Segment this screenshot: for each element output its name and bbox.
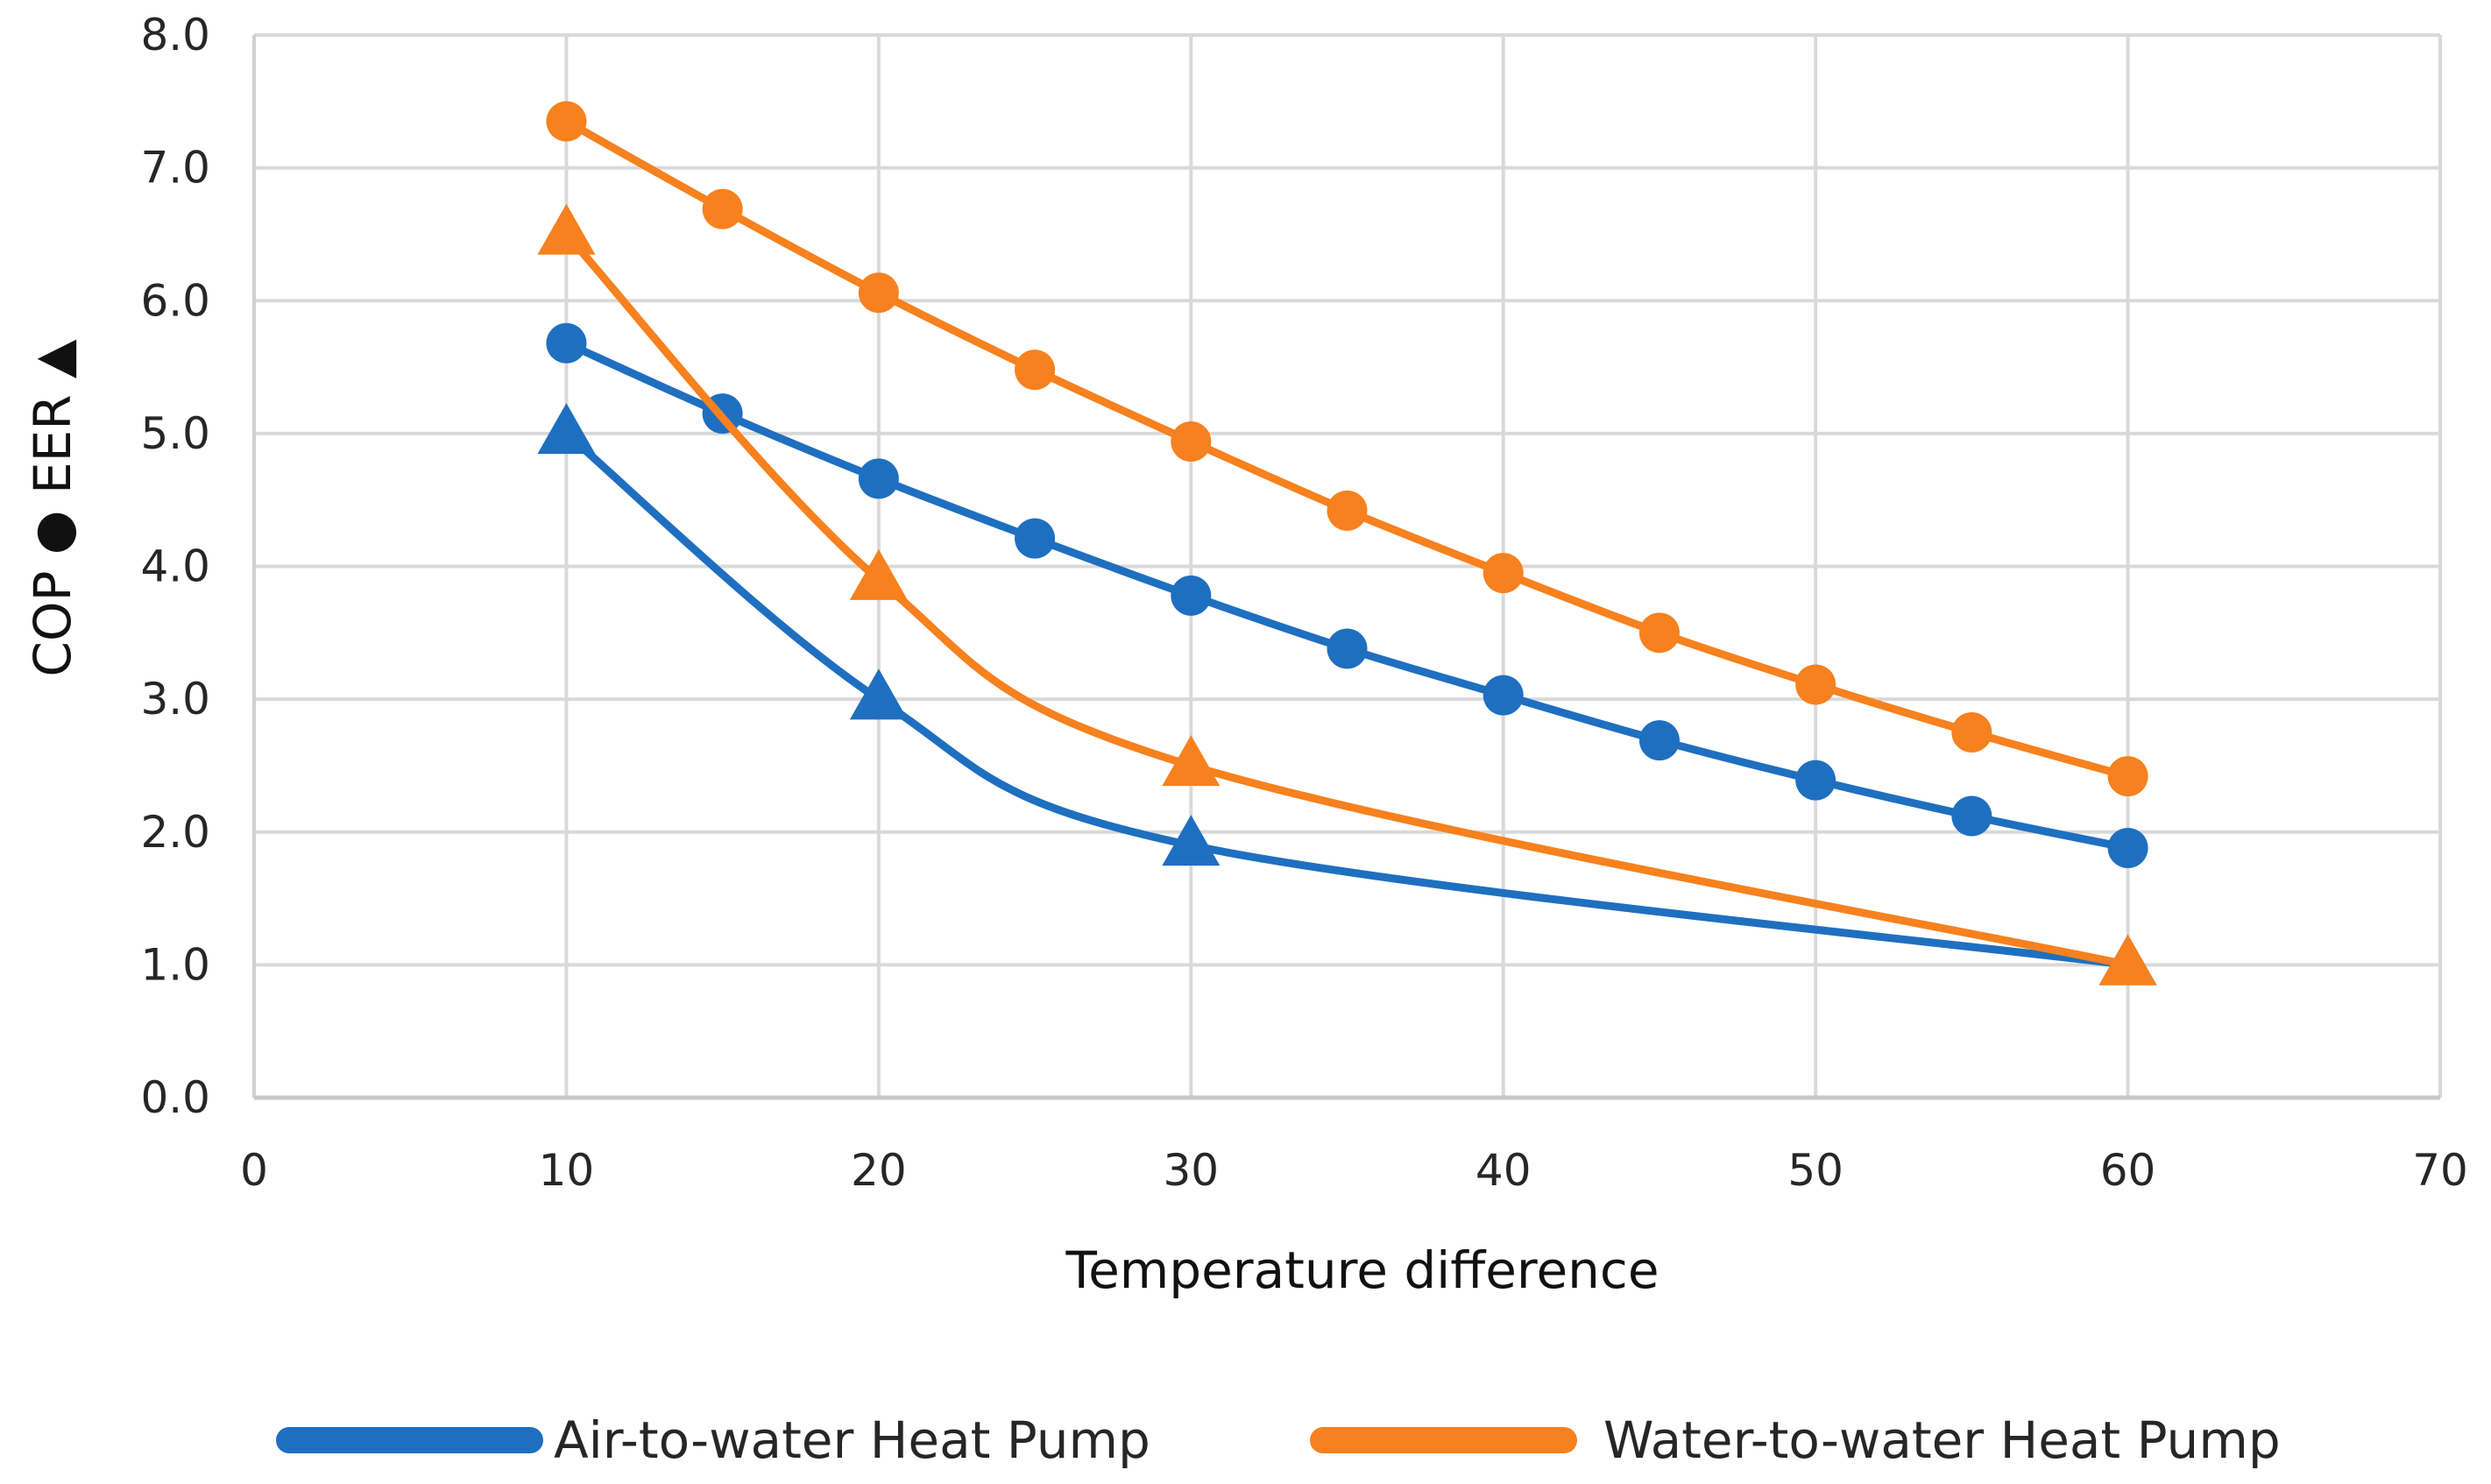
series-water-to-water-cop [546, 101, 2148, 797]
x-tick-label: 30 [1163, 1145, 1219, 1196]
point-water-to-water-cop [1327, 490, 1368, 531]
point-air-to-water-cop [1638, 720, 1680, 761]
point-water-to-water-cop [1015, 350, 1056, 391]
point-water-to-water-cop [546, 101, 587, 142]
point-air-to-water-cop [1951, 795, 1992, 837]
y-axis-title: COP ● EER ▲ [23, 339, 82, 677]
point-water-to-water-cop [2107, 756, 2148, 797]
point-air-to-water-cop [1483, 675, 1524, 716]
point-air-to-water-cop [1795, 760, 1836, 801]
series-water-to-water-eer [537, 203, 2157, 986]
series-line-air-to-water-cop [562, 339, 2133, 852]
series-air-to-water-cop [546, 322, 2148, 868]
y-tick-label: 3.0 [140, 674, 210, 724]
point-air-to-water-cop [1015, 518, 1056, 559]
y-tick-label: 6.0 [140, 275, 210, 326]
legend-label-water-to-water: Water-to-water Heat Pump [1603, 1410, 2281, 1470]
point-water-to-water-eer [849, 548, 908, 600]
legend: Air-to-water Heat Pump Water-to-water He… [276, 1410, 2281, 1470]
point-water-to-water-cop [702, 188, 743, 230]
point-water-to-water-eer [2098, 934, 2157, 986]
legend-label-air-to-water: Air-to-water Heat Pump [554, 1410, 1150, 1470]
series-layer [537, 101, 2157, 986]
point-water-to-water-eer [1162, 735, 1221, 787]
x-axis-title: Temperature difference [1065, 1240, 1659, 1300]
x-tick-label: 40 [1475, 1145, 1532, 1196]
point-water-to-water-eer [537, 203, 596, 255]
point-air-to-water-cop [2107, 827, 2148, 868]
y-tick-label: 1.0 [140, 939, 210, 990]
point-air-to-water-cop [1171, 575, 1212, 616]
tick-labels: 0.0 1.0 2.0 3.0 4.0 5.0 6.0 7.0 8.0 0 10 20 30 40 50 60… [140, 10, 2467, 1196]
y-tick-label: 7.0 [140, 143, 210, 194]
y-tick-label: 8.0 [140, 10, 210, 60]
point-air-to-water-eer [537, 403, 596, 455]
series-line-water-to-water-eer [562, 230, 2133, 969]
x-tick-label: 0 [240, 1145, 268, 1196]
point-water-to-water-cop [1483, 553, 1524, 594]
x-tick-label: 10 [539, 1145, 595, 1196]
point-air-to-water-eer [1162, 815, 1221, 866]
point-water-to-water-cop [1795, 664, 1836, 705]
x-tick-label: 50 [1787, 1145, 1843, 1196]
y-tick-label: 2.0 [140, 807, 210, 858]
point-air-to-water-cop [858, 458, 899, 499]
x-tick-label: 60 [2100, 1145, 2156, 1196]
grid [254, 33, 2442, 1098]
y-tick-label: 0.0 [140, 1072, 210, 1123]
point-water-to-water-cop [1171, 420, 1212, 462]
point-air-to-water-eer [849, 668, 908, 720]
series-air-to-water-eer [537, 403, 2157, 986]
axes [252, 35, 2440, 1100]
y-tick-label: 5.0 [140, 408, 210, 459]
point-water-to-water-cop [858, 272, 899, 314]
y-tick-label: 4.0 [140, 541, 210, 592]
point-water-to-water-cop [1638, 612, 1680, 654]
x-tick-label: 20 [851, 1145, 907, 1196]
series-line-air-to-water-eer [562, 429, 2133, 969]
point-air-to-water-cop [546, 322, 587, 364]
x-tick-label: 70 [2412, 1145, 2468, 1196]
point-air-to-water-cop [1327, 628, 1368, 669]
point-water-to-water-cop [1951, 712, 1992, 753]
